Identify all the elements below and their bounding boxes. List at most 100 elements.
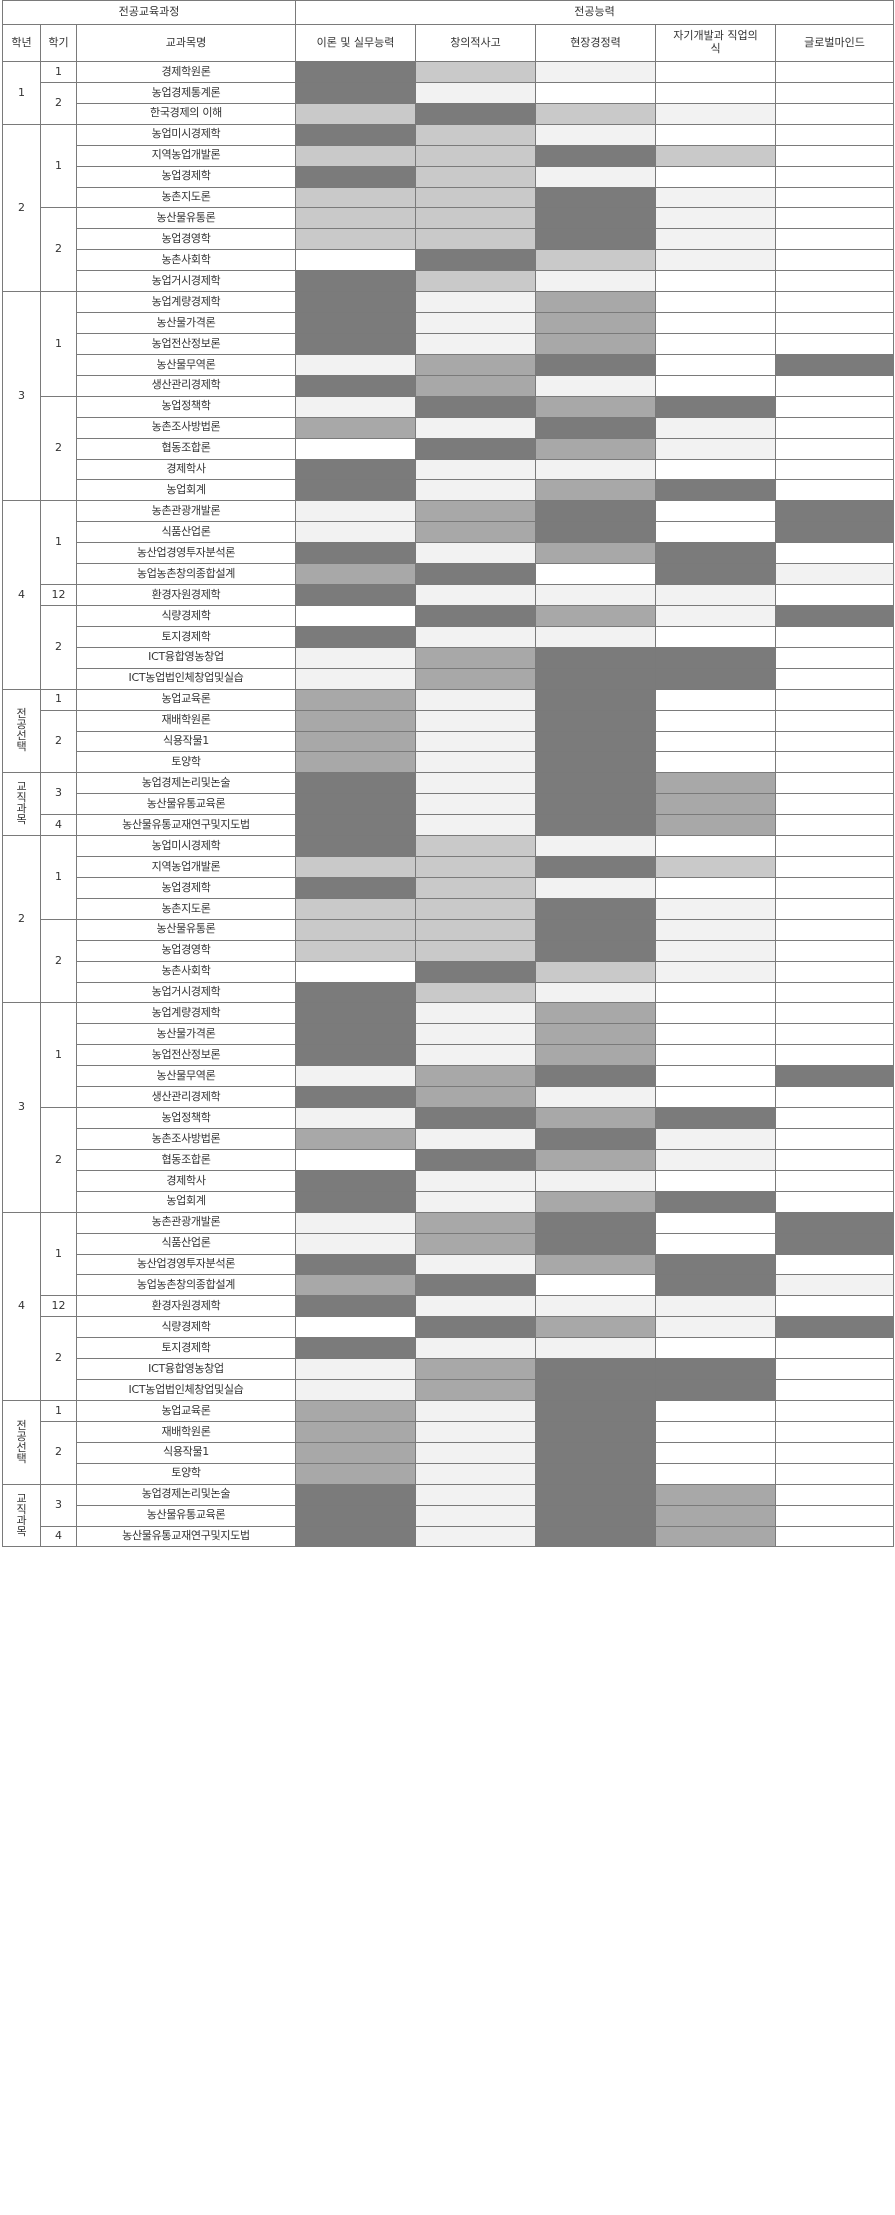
competency-level-cell <box>415 1107 536 1130</box>
competency-level-cell <box>775 563 894 586</box>
table-row: 협동조합론 <box>3 437 894 460</box>
competency-level-cell <box>295 542 416 565</box>
subject-name-cell: 농산물유통교육론 <box>76 793 296 816</box>
table-row: 농촌지도론 <box>3 186 894 209</box>
header-group-row: 전공교육과정 전공능력 <box>2 0 894 25</box>
competency-level-cell <box>535 1190 656 1213</box>
semester-cell: 3 <box>40 772 77 816</box>
competency-level-cell <box>655 1358 776 1381</box>
competency-level-cell <box>535 646 656 669</box>
table-row: 농산업경영투자분석론 <box>3 1253 894 1276</box>
competency-level-cell <box>295 625 416 648</box>
table-row: 지역농업개발론 <box>3 144 894 167</box>
competency-level-cell <box>775 479 894 502</box>
table-row: 토지경제학 <box>3 1337 894 1360</box>
competency-level-cell <box>295 856 416 878</box>
competency-level-cell <box>655 123 776 146</box>
competency-level-cell <box>655 688 776 711</box>
competency-level-cell <box>775 1316 894 1339</box>
competency-level-cell <box>535 186 656 209</box>
year-cell: 1 <box>2 61 41 125</box>
competency-level-cell <box>655 1483 776 1506</box>
competency-level-cell <box>535 542 656 565</box>
subject-name-cell: 경제학사 <box>76 458 296 481</box>
subject-name-cell: 농업교육론 <box>76 1400 296 1422</box>
competency-level-cell <box>415 1274 536 1297</box>
competency-level-cell <box>415 625 536 648</box>
subject-name-cell: 농산물유통론 <box>76 207 296 230</box>
competency-level-cell <box>295 584 416 606</box>
competency-level-cell <box>295 395 416 418</box>
table-row: 교직과목 3 농업경제논리및논술 <box>2 772 894 837</box>
subject-name-cell: 식품산업론 <box>76 521 296 544</box>
competency-level-cell <box>775 332 894 355</box>
competency-level-cell <box>655 1002 776 1025</box>
competency-level-cell <box>415 1504 536 1527</box>
competency-level-cell <box>655 1086 776 1109</box>
competency-level-cell <box>415 374 536 397</box>
competency-level-cell <box>415 1379 536 1401</box>
subject-name-cell: 농업경제통계론 <box>76 81 296 104</box>
table-row: ICT융합영농창업 <box>3 1358 894 1381</box>
competency-level-cell <box>535 1441 656 1464</box>
competency-level-cell <box>655 228 776 251</box>
competency-level-cell <box>295 1316 416 1339</box>
competency-level-cell <box>775 186 894 209</box>
competency-level-cell <box>535 102 656 125</box>
semester-cell: 1 <box>40 1400 77 1422</box>
subject-name-cell: 토지경제학 <box>76 1337 296 1360</box>
subject-name-cell: 농업농촌창의종합설계 <box>76 563 296 586</box>
competency-level-cell <box>535 876 656 899</box>
competency-level-cell <box>415 165 536 188</box>
competency-level-cell <box>655 1316 776 1339</box>
table-row: 농촌조사방법론 <box>3 416 894 439</box>
subject-name-cell: 농업전산정보론 <box>76 1044 296 1067</box>
competency-level-cell <box>655 521 776 544</box>
competency-level-cell <box>775 312 894 334</box>
curriculum-group-header: 전공교육과정 <box>2 0 296 25</box>
year-cell: 전공선택 <box>2 1400 41 1485</box>
subject-name-cell: 농산물유통교재연구및지도법 <box>76 814 296 837</box>
competency-level-cell <box>655 646 776 669</box>
competency-level-cell <box>775 1086 894 1109</box>
semester-cell: 4 <box>40 1525 77 1548</box>
competency-level-cell <box>415 709 536 732</box>
competency-level-cell <box>415 1337 536 1360</box>
competency-level-cell <box>535 437 656 460</box>
competency-level-cell <box>295 1295 416 1318</box>
competency-level-cell <box>655 604 776 627</box>
competency-level-cell <box>535 939 656 962</box>
competency-level-cell <box>295 730 416 753</box>
table-row: 2 재배학원론 <box>3 1420 894 1485</box>
competency-level-cell <box>655 312 776 334</box>
competency-level-cell <box>775 1504 894 1527</box>
competency-level-cell <box>775 960 894 983</box>
subject-name-cell: 환경자원경제학 <box>76 1295 296 1318</box>
competency-level-cell <box>775 1211 894 1234</box>
competency-level-cell <box>295 102 416 125</box>
semester-cell: 2 <box>40 207 77 293</box>
competency-level-cell <box>655 709 776 732</box>
year-column-header: 학년 <box>2 24 41 62</box>
competency-level-cell <box>655 584 776 606</box>
competency-level-cell <box>415 291 536 314</box>
subject-column-header: 교과목명 <box>76 24 296 62</box>
competency-level-cell <box>775 897 894 920</box>
semester-cell: 2 <box>40 604 77 690</box>
subject-name-cell: 농산물유통교육론 <box>76 1504 296 1527</box>
competency-level-cell <box>655 1441 776 1464</box>
competency-level-cell <box>655 1107 776 1130</box>
competency-level-cell <box>415 751 536 774</box>
semester-cell: 2 <box>40 1107 77 1213</box>
competency-level-cell <box>655 291 776 314</box>
competency-level-cell <box>535 458 656 481</box>
table-row: 식용작물1 <box>3 730 894 753</box>
competency-level-cell <box>655 1023 776 1046</box>
table-row: ICT농업법인체창업및실습 <box>3 667 894 690</box>
competency-level-cell <box>295 897 416 920</box>
competency-level-cell <box>535 856 656 878</box>
competency-level-cell <box>535 479 656 502</box>
competency-level-cell <box>775 584 894 606</box>
subject-name-cell: 농산물가격론 <box>76 312 296 334</box>
competency-level-cell <box>535 1337 656 1360</box>
